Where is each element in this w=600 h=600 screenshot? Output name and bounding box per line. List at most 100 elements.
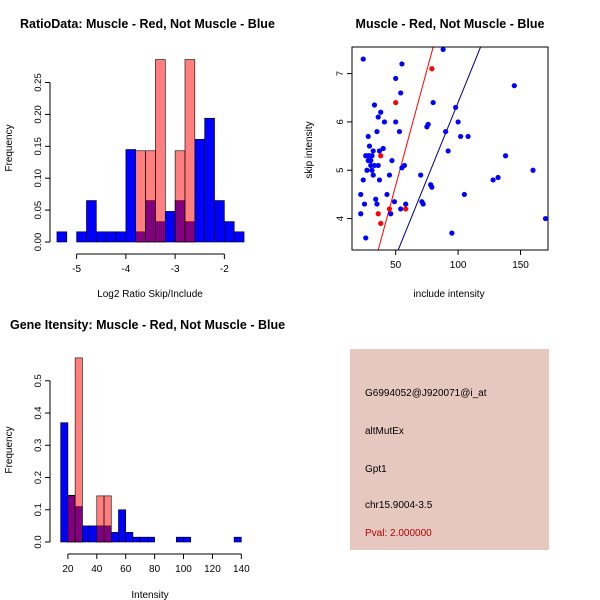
intensity-blue-bar-8 xyxy=(118,509,127,543)
scatter-blue-point-6 xyxy=(364,167,370,173)
scatter-fit-lines xyxy=(377,47,482,250)
intensity-blue-bar-4 xyxy=(89,525,98,543)
intensity-scatter-panel: Muscle - Red, Not Muscle - Blue 50 100 150… xyxy=(304,17,549,300)
scatter-blue-point-40 xyxy=(401,162,408,169)
intensity-blue-bar-13 xyxy=(175,536,184,543)
intensity-blue-bar-14 xyxy=(183,536,192,543)
intensity-histogram-panel: Gene Itensity: Muscle - Red, Not Muscle … xyxy=(4,318,285,600)
scatter-y-tick-label-1: 5 xyxy=(335,168,346,173)
scatter-blue-point-37 xyxy=(398,90,404,96)
intensity-x-tick-label-4: 100 xyxy=(175,564,192,575)
ratio-blue-bar-0 xyxy=(56,231,68,243)
scatter-muscle-fit-line xyxy=(377,47,434,250)
scatter-blue-point-21 xyxy=(374,128,380,135)
ratio-y-tick-label-2: 0.10 xyxy=(33,169,44,188)
scatter-blue-point-49 xyxy=(425,121,431,127)
intensity-y-tick-label-0: 0.0 xyxy=(33,535,44,548)
scatter-blue-point-66 xyxy=(530,167,536,173)
ratio-blue-bar-2 xyxy=(86,200,97,243)
scatter-blue-point-64 xyxy=(502,153,509,159)
ratio-histogram-panel: RatioData: Muscle - Red, Not Muscle - Bl… xyxy=(4,17,275,300)
scatter-blue-point-52 xyxy=(429,184,435,190)
scatter-blue-point-1 xyxy=(358,191,364,198)
scatter-red-point-2 xyxy=(386,206,393,212)
ratio-x-tick-label-1: -4 xyxy=(121,264,130,275)
scatter-blue-point-23 xyxy=(376,148,383,154)
event-type: altMutEx xyxy=(365,426,404,437)
scatter-blue-point-57 xyxy=(455,119,461,125)
ratio-blue-bar-5 xyxy=(115,231,127,243)
scatter-blue-point-0 xyxy=(360,56,366,62)
ratio-blue-bar-17 xyxy=(233,231,245,243)
probe-id: G6994052@J920071@i_at xyxy=(365,388,487,399)
intensity-histogram-title: Gene Itensity: Muscle - Red, Not Muscle … xyxy=(10,318,285,332)
ratio-histogram-axes: -5 -4 -3 -2 0.00 0.05 0.10 0.15 0.20 0.25 xyxy=(33,73,229,275)
scatter-blue-point-42 xyxy=(388,211,394,217)
scatter-blue-point-50 xyxy=(430,99,436,106)
ratio-blue-bar-3 xyxy=(96,231,107,243)
scatter-blue-point-55 xyxy=(445,148,451,154)
scatter-blue-point-18 xyxy=(369,153,375,159)
ratio-histogram-xlabel: Log2 Ratio Skip/Include xyxy=(97,289,203,300)
intensity-blue-bar-9 xyxy=(125,532,134,543)
scatter-red-point-5 xyxy=(429,66,435,72)
scatter-blue-point-5 xyxy=(360,177,366,183)
scatter-blue-point-31 xyxy=(384,191,390,198)
scatter-blue-point-14 xyxy=(368,162,374,169)
scatter-blue-point-44 xyxy=(398,206,404,212)
ratio-y-tick-label-5: 0.25 xyxy=(33,73,44,92)
scatter-blue-point-17 xyxy=(365,157,371,164)
scatter-blue-point-43 xyxy=(403,201,409,207)
ratio-red-bar-2 xyxy=(155,59,166,243)
scatter-blue-point-22 xyxy=(375,114,381,120)
scatter-blue-point-38 xyxy=(399,61,405,67)
ratio-blue-bar-15 xyxy=(214,200,225,243)
scatter-blue-point-4 xyxy=(358,211,364,217)
pval-text: Pval: 2.000000 xyxy=(365,528,432,539)
ratio-x-tick-label-0: -5 xyxy=(72,264,81,275)
scatter-blue-point-15 xyxy=(371,162,378,169)
scatter-axes: 50 100 150 4 5 6 7 xyxy=(335,46,549,271)
scatter-plot-frame xyxy=(351,46,549,251)
intensity-x-tick-label-6: 140 xyxy=(233,564,250,575)
scatter-blue-point-33 xyxy=(389,157,395,164)
ratio-x-tick-label-2: -3 xyxy=(171,264,180,275)
intensity-red-bar-0 xyxy=(67,495,76,543)
intensity-blue-bar-11 xyxy=(139,536,148,543)
ratio-y-tick-label-1: 0.05 xyxy=(33,201,44,220)
intensity-y-tick-label-2: 0.2 xyxy=(33,471,44,484)
scatter-blue-point-60 xyxy=(465,133,471,140)
ratio-x-tick-label-3: -2 xyxy=(220,264,229,275)
scatter-blue-point-24 xyxy=(378,109,384,115)
scatter-blue-point-58 xyxy=(458,133,464,140)
scatter-blue-point-9 xyxy=(365,133,371,140)
ratio-red-bar-4 xyxy=(184,59,196,243)
ratio-blue-bar-1 xyxy=(76,231,87,243)
ratio-red-bar-3 xyxy=(174,150,186,243)
intensity-blue-bar-7 xyxy=(110,532,119,543)
ratio-y-tick-label-0: 0.00 xyxy=(33,233,44,252)
scatter-blue-point-59 xyxy=(461,191,467,198)
scatter-blue-point-61 xyxy=(449,230,455,236)
scatter-blue-point-65 xyxy=(511,83,517,89)
scatter-blue-point-32 xyxy=(386,172,393,178)
scatter-ylabel: skip intensity xyxy=(304,121,315,178)
scatter-red-point-4 xyxy=(393,99,399,106)
scatter-blue-point-62 xyxy=(490,177,496,183)
scatter-xlabel: include intensity xyxy=(413,289,484,300)
intensity-blue-bar-15 xyxy=(233,536,242,543)
scatter-blue-point-63 xyxy=(495,174,501,181)
scatter-y-tick-label-2: 6 xyxy=(335,119,346,124)
scatter-x-tick-label-1: 100 xyxy=(450,260,467,271)
scatter-blue-point-2 xyxy=(361,201,368,207)
scatter-blue-point-45 xyxy=(418,172,424,178)
scatter-blue-point-53 xyxy=(440,46,446,53)
scatter-blue-point-25 xyxy=(373,196,379,202)
scatter-blue-point-28 xyxy=(376,177,383,183)
intensity-red-bar-3 xyxy=(103,495,112,543)
ratio-blue-bar-16 xyxy=(224,221,235,243)
scatter-title: Muscle - Red, Not Muscle - Blue xyxy=(356,17,545,31)
ratio-y-tick-label-4: 0.20 xyxy=(33,105,44,124)
intensity-x-tick-label-1: 40 xyxy=(91,564,103,575)
scatter-x-tick-label-2: 150 xyxy=(512,260,529,271)
